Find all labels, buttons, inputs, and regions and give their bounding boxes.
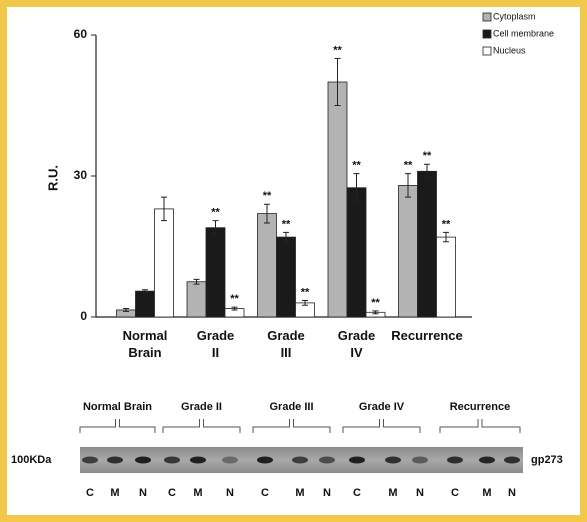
blot-band xyxy=(257,457,273,464)
blot-band xyxy=(504,457,520,464)
legend-swatch xyxy=(483,47,491,55)
bar xyxy=(399,185,418,317)
blot-band xyxy=(412,457,428,464)
blot-band xyxy=(135,457,151,464)
legend-label: Cell membrane xyxy=(493,28,554,38)
blot-group-label: Recurrence xyxy=(450,401,511,413)
lane-label: C xyxy=(353,487,361,499)
legend-swatch xyxy=(483,13,491,21)
significance-label: ** xyxy=(211,207,220,219)
blot-bracket xyxy=(163,419,240,433)
lane-label: C xyxy=(86,487,94,499)
significance-label: ** xyxy=(282,218,291,230)
lane-label: C xyxy=(451,487,459,499)
lane-label: C xyxy=(261,487,269,499)
significance-label: ** xyxy=(352,160,361,172)
lane-label: M xyxy=(482,487,491,499)
y-tick-label: 0 xyxy=(80,309,87,323)
significance-label: ** xyxy=(263,190,272,202)
x-tick-label: Normal Brain xyxy=(123,327,168,361)
bar xyxy=(187,282,206,317)
significance-label: ** xyxy=(333,44,342,56)
blot-bracket xyxy=(80,419,155,433)
blot-bracket xyxy=(440,419,520,433)
blot-band xyxy=(222,457,238,464)
bar xyxy=(347,188,366,317)
y-tick-label: 30 xyxy=(74,168,88,182)
x-tick-label: Grade IV xyxy=(338,327,376,361)
bar xyxy=(136,291,155,317)
significance-label: ** xyxy=(442,218,451,230)
lane-label: N xyxy=(416,487,424,499)
chart: R.U. 100KDa gp273 0 30 60 ** ** ** ** ** ** ** ** *… xyxy=(7,7,580,515)
blot-bracket xyxy=(253,419,330,433)
blot-group-label: Grade III xyxy=(269,401,313,413)
lane-label: N xyxy=(508,487,516,499)
significance-label: ** xyxy=(230,293,239,305)
legend-label: Cytoplasm xyxy=(493,11,536,21)
y-axis-label: R.U. xyxy=(45,165,60,191)
x-tick-label: Recurrence xyxy=(391,327,463,344)
blot-band xyxy=(292,457,308,464)
blot-bracket xyxy=(343,419,420,433)
lane-label: M xyxy=(193,487,202,499)
significance-label: ** xyxy=(301,286,310,298)
blot-band xyxy=(319,457,335,464)
bar xyxy=(277,237,296,317)
bar xyxy=(155,209,174,317)
lane-label: N xyxy=(139,487,147,499)
legend-swatch xyxy=(483,30,491,38)
significance-label: ** xyxy=(423,150,432,162)
y-tick-label: 60 xyxy=(74,27,88,41)
blot-marker: 100KDa xyxy=(11,454,52,466)
significance-label: ** xyxy=(404,160,413,172)
bar xyxy=(328,82,347,317)
lane-label: M xyxy=(110,487,119,499)
blot-band xyxy=(190,457,206,464)
blot-band xyxy=(447,457,463,464)
bar xyxy=(206,228,225,317)
blot-band xyxy=(164,457,180,464)
blot-band xyxy=(82,457,98,464)
blot-band xyxy=(479,457,495,464)
blot-group-label: Normal Brain xyxy=(83,401,152,413)
significance-label: ** xyxy=(371,297,380,309)
blot-band xyxy=(349,457,365,464)
page: {"chart_data": {"type": "bar", "ylabel":… xyxy=(0,0,587,522)
lane-label: M xyxy=(295,487,304,499)
blot-group-label: Grade II xyxy=(181,401,222,413)
blot-group-label: Grade IV xyxy=(359,401,405,413)
lane-label: N xyxy=(226,487,234,499)
lane-label: C xyxy=(168,487,176,499)
x-tick-label: Grade II xyxy=(197,327,235,361)
blot-protein: gp273 xyxy=(531,454,563,466)
x-tick-label: Grade III xyxy=(267,327,305,361)
figure-panel: R.U. 100KDa gp273 0 30 60 ** ** ** ** ** ** ** ** *… xyxy=(7,7,580,515)
blot-band xyxy=(107,457,123,464)
bar xyxy=(437,237,456,317)
bar xyxy=(418,171,437,317)
lane-label: M xyxy=(388,487,397,499)
bar xyxy=(258,214,277,317)
legend-label: Nucleus xyxy=(493,45,526,55)
blot-band xyxy=(385,457,401,464)
lane-label: N xyxy=(323,487,331,499)
